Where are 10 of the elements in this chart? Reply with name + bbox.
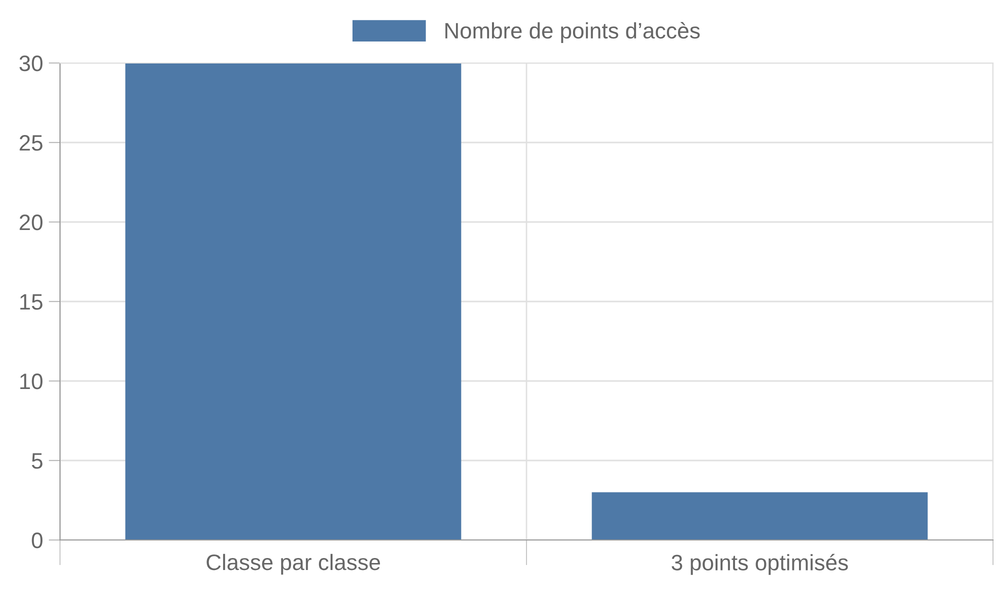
legend-label: Nombre de points d’accès: [445, 22, 700, 43]
y-tick-label: 10: [20, 374, 42, 390]
x-tick-label: Classe par classe: [206, 554, 380, 575]
x-tick-label: 3 points optimisés: [672, 554, 848, 575]
y-tick-label: 30: [19, 56, 42, 72]
y-tick-label: 25: [20, 135, 42, 151]
y-tick-label: 15: [20, 294, 42, 310]
y-tick-label: 20: [20, 214, 42, 230]
y-tick-label: 5: [32, 453, 42, 469]
y-tick-label: 0: [32, 532, 42, 548]
